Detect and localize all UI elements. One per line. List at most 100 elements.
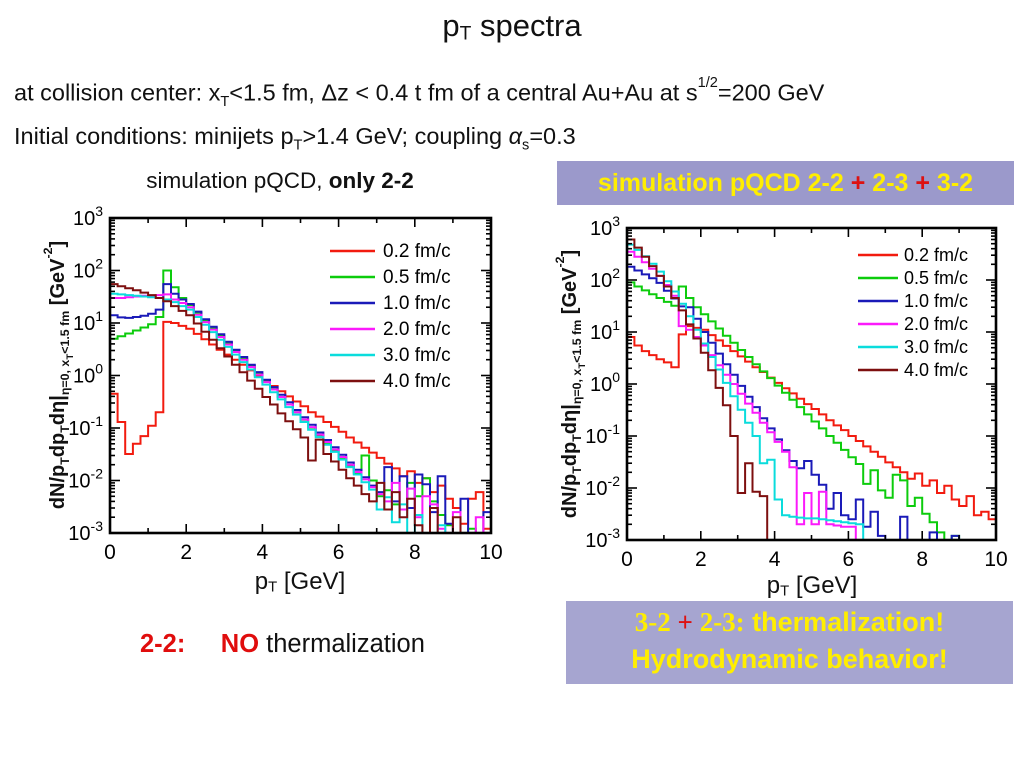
text-segment: p [442,8,460,43]
y-tick-label: 103 [73,205,103,230]
right-caption-box: 3-2 + 2-3: thermalization! Hydrodynamic … [566,601,1013,684]
x-tick-label: 4 [257,541,269,564]
y-tick-label: 10-1 [585,421,620,448]
legend-label: 0.2 fm/c [904,245,968,265]
text-segment: T [780,583,790,600]
text-segment: α [508,123,523,150]
series-group [627,238,996,540]
legend-label: 1.0 fm/c [383,293,451,314]
right-caption-line-1: 3-2 + 2-3: thermalization! [566,604,1013,641]
text-segment: 2-3: [692,607,745,637]
text-segment: T [293,137,303,154]
x-tick-label: 6 [843,548,855,571]
legend-label: 4.0 fm/c [904,360,968,380]
text-segment: at collision center: x [14,79,221,106]
text-segment: 3-2 [634,607,678,637]
x-tick-label: 10 [479,541,502,564]
legend-label: 2.0 fm/c [383,319,451,340]
text-segment: [GeV] [789,572,858,599]
text-segment: + [850,169,866,197]
y-tick-label: 102 [73,256,103,283]
right-caption-line-2: Hydrodynamic behavior! [566,641,1013,678]
text-segment: 2-2: [140,630,186,658]
text-segment: T [459,23,472,45]
y-tick-label: 101 [73,308,103,335]
text-segment: T [220,94,230,111]
legend-label: 3.0 fm/c [904,337,968,357]
y-tick-label: 100 [73,361,103,388]
legend: 0.2 fm/c 0.5 fm/c 1.0 fm/c 2.0 fm/c 3.0 fm/c… [330,241,451,392]
series-0-5-fm-c [627,281,961,540]
x-tick-label: 0 [621,548,633,571]
intro-line-2: Initial conditions: minijets pT>1.4 GeV;… [14,119,1018,162]
x-tick-label: 8 [409,541,421,564]
legend-label: 1.0 fm/c [904,291,968,311]
x-tick-label: 8 [916,548,928,571]
text-segment: Hydrodynamic behavior! [631,644,948,674]
y-tick-label: 10-2 [68,466,103,493]
legend-label: 3.0 fm/c [383,345,451,366]
right-chart-xlabel: pT [GeV] [682,572,942,600]
text-segment: =0.3 [529,123,576,150]
text-segment: + [915,169,930,197]
y-tick-label: 100 [590,369,620,396]
legend: 0.2 fm/c 0.5 fm/c 1.0 fm/c 2.0 fm/c 3.0 fm/c… [858,245,968,380]
text-segment: only 2-2 [328,168,414,193]
text-segment: 1/2 [697,75,718,91]
text-segment: thermalization! [744,607,945,637]
text-segment: >1.4 GeV; coupling [302,123,509,150]
text-segment: <1.5 fm, [229,79,322,106]
series-4-0-fm-c [627,238,769,540]
text-segment: Initial conditions: minijets p [14,123,294,150]
text-segment: thermalization [259,630,425,658]
page-title: pT spectra [0,8,1024,46]
legend-label: 2.0 fm/c [904,314,968,334]
y-tick-label: 10-3 [585,525,620,552]
series-4-0-fm-c [110,283,462,533]
text-segment: spectra [471,8,582,43]
x-tick-label: 2 [180,541,192,564]
text-segment: 3-2 [929,169,974,197]
legend-label: 0.2 fm/c [383,241,451,262]
text-segment: NO [220,630,260,658]
text-segment: =200 GeV [717,79,825,106]
axes-ticks [109,217,492,534]
x-tick-label: 4 [769,548,781,571]
y-tick-label: 10-1 [68,413,103,440]
series-0-2-fm-c [627,325,996,521]
intro-text: at collision center: xT<1.5 fm, Δz < 0.4… [14,66,1018,162]
legend-label: 0.5 fm/c [383,267,451,288]
text-segment: + [677,607,693,637]
text-segment: simulation pQCD, [146,168,329,193]
intro-line-1: at collision center: xT<1.5 fm, Δz < 0.4… [14,66,1018,119]
x-tick-label: 6 [333,541,345,564]
text-segment: simulation pQCD 2-2 [597,169,851,197]
y-tick-label: 101 [590,317,620,344]
x-tick-label: 10 [984,548,1007,571]
text-segment: [GeV] [277,568,346,595]
y-tick-label: 10-3 [68,518,103,545]
legend-label: 0.5 fm/c [904,268,968,288]
axes-ticks [626,227,997,541]
left-chart-heading: simulation pQCD, only 2-2 [60,168,500,194]
text-segment: Δz < 0.4 t fm of a central Au+Au at s [321,79,698,106]
right-chart-banner: simulation pQCD 2-2 + 2-3 + 3-2 [557,161,1014,205]
left-caption: 2-2: NO thermalization [140,630,425,659]
text-segment: p [254,568,269,595]
series-group [110,269,491,533]
x-tick-label: 0 [104,541,116,564]
legend-label: 4.0 fm/c [383,371,451,392]
text-segment [185,630,220,658]
y-tick-label: 102 [590,265,620,292]
y-tick-label: 10-2 [585,473,620,500]
text-segment: p [766,572,781,599]
left-chart-xlabel: pT [GeV] [170,568,430,596]
text-segment: T [268,579,278,596]
text-segment: 2-3 [865,169,916,197]
y-tick-label: 103 [590,213,620,240]
x-tick-label: 2 [695,548,707,571]
text-segment: s [522,137,530,154]
